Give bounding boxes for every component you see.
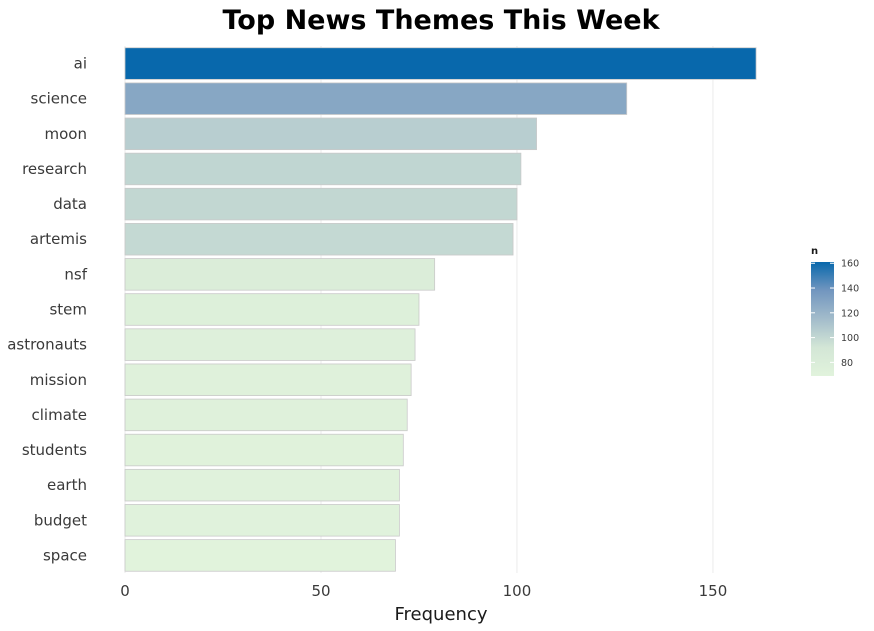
x-tick-label: 0 [120,582,130,600]
category-label-moon: moon [45,125,87,143]
category-label-artemis: artemis [30,230,87,248]
bar-artemis [124,223,514,256]
color-legend: n 80 100 120 140 160 [811,246,859,376]
bar-nsf [124,258,436,291]
bar-students [124,433,404,467]
bar-ai [124,47,757,80]
bar-research [124,152,522,186]
legend-tick-label: 100 [841,333,859,344]
category-label-budget: budget [34,511,87,529]
category-label-research: research [22,160,87,178]
category-labels: ai science moon research data artemis nsf stem a… [7,55,88,565]
bar-space [124,539,396,572]
x-tick-labels: 0 50 100 150 [120,582,727,600]
bar-climate [124,398,408,432]
legend-colorbar [811,262,834,376]
legend-tick-label: 120 [841,308,859,319]
x-tick-label: 150 [699,582,728,600]
category-label-stem: stem [49,301,87,319]
x-tick-label: 50 [311,582,330,600]
bar-budget [124,504,400,537]
category-label-earth: earth [47,476,87,494]
category-label-students: students [22,441,87,459]
x-tick-label: 100 [503,582,532,600]
legend-ticks: 80 100 120 140 160 [811,259,859,369]
bar-earth [124,468,400,502]
bar-astronauts [124,328,416,361]
category-label-space: space [43,546,87,564]
category-label-climate: climate [32,406,88,424]
legend-title: n [811,246,818,257]
bars [124,47,757,572]
category-label-science: science [31,90,87,108]
x-axis-title: Frequency [395,604,488,625]
bar-stem [124,293,420,326]
legend-tick-label: 160 [841,259,859,270]
chart-title: Top News Themes This Week [222,5,660,36]
bar-science [124,82,628,115]
legend-tick-label: 140 [841,284,859,295]
legend-tick-label: 80 [841,358,853,369]
bar-mission [124,363,412,396]
category-label-nsf: nsf [64,265,87,283]
category-label-astronauts: astronauts [7,336,87,354]
category-label-ai: ai [74,55,87,73]
category-label-mission: mission [30,371,87,389]
category-label-data: data [53,195,87,213]
bar-data [124,187,518,221]
bar-moon [124,117,537,151]
